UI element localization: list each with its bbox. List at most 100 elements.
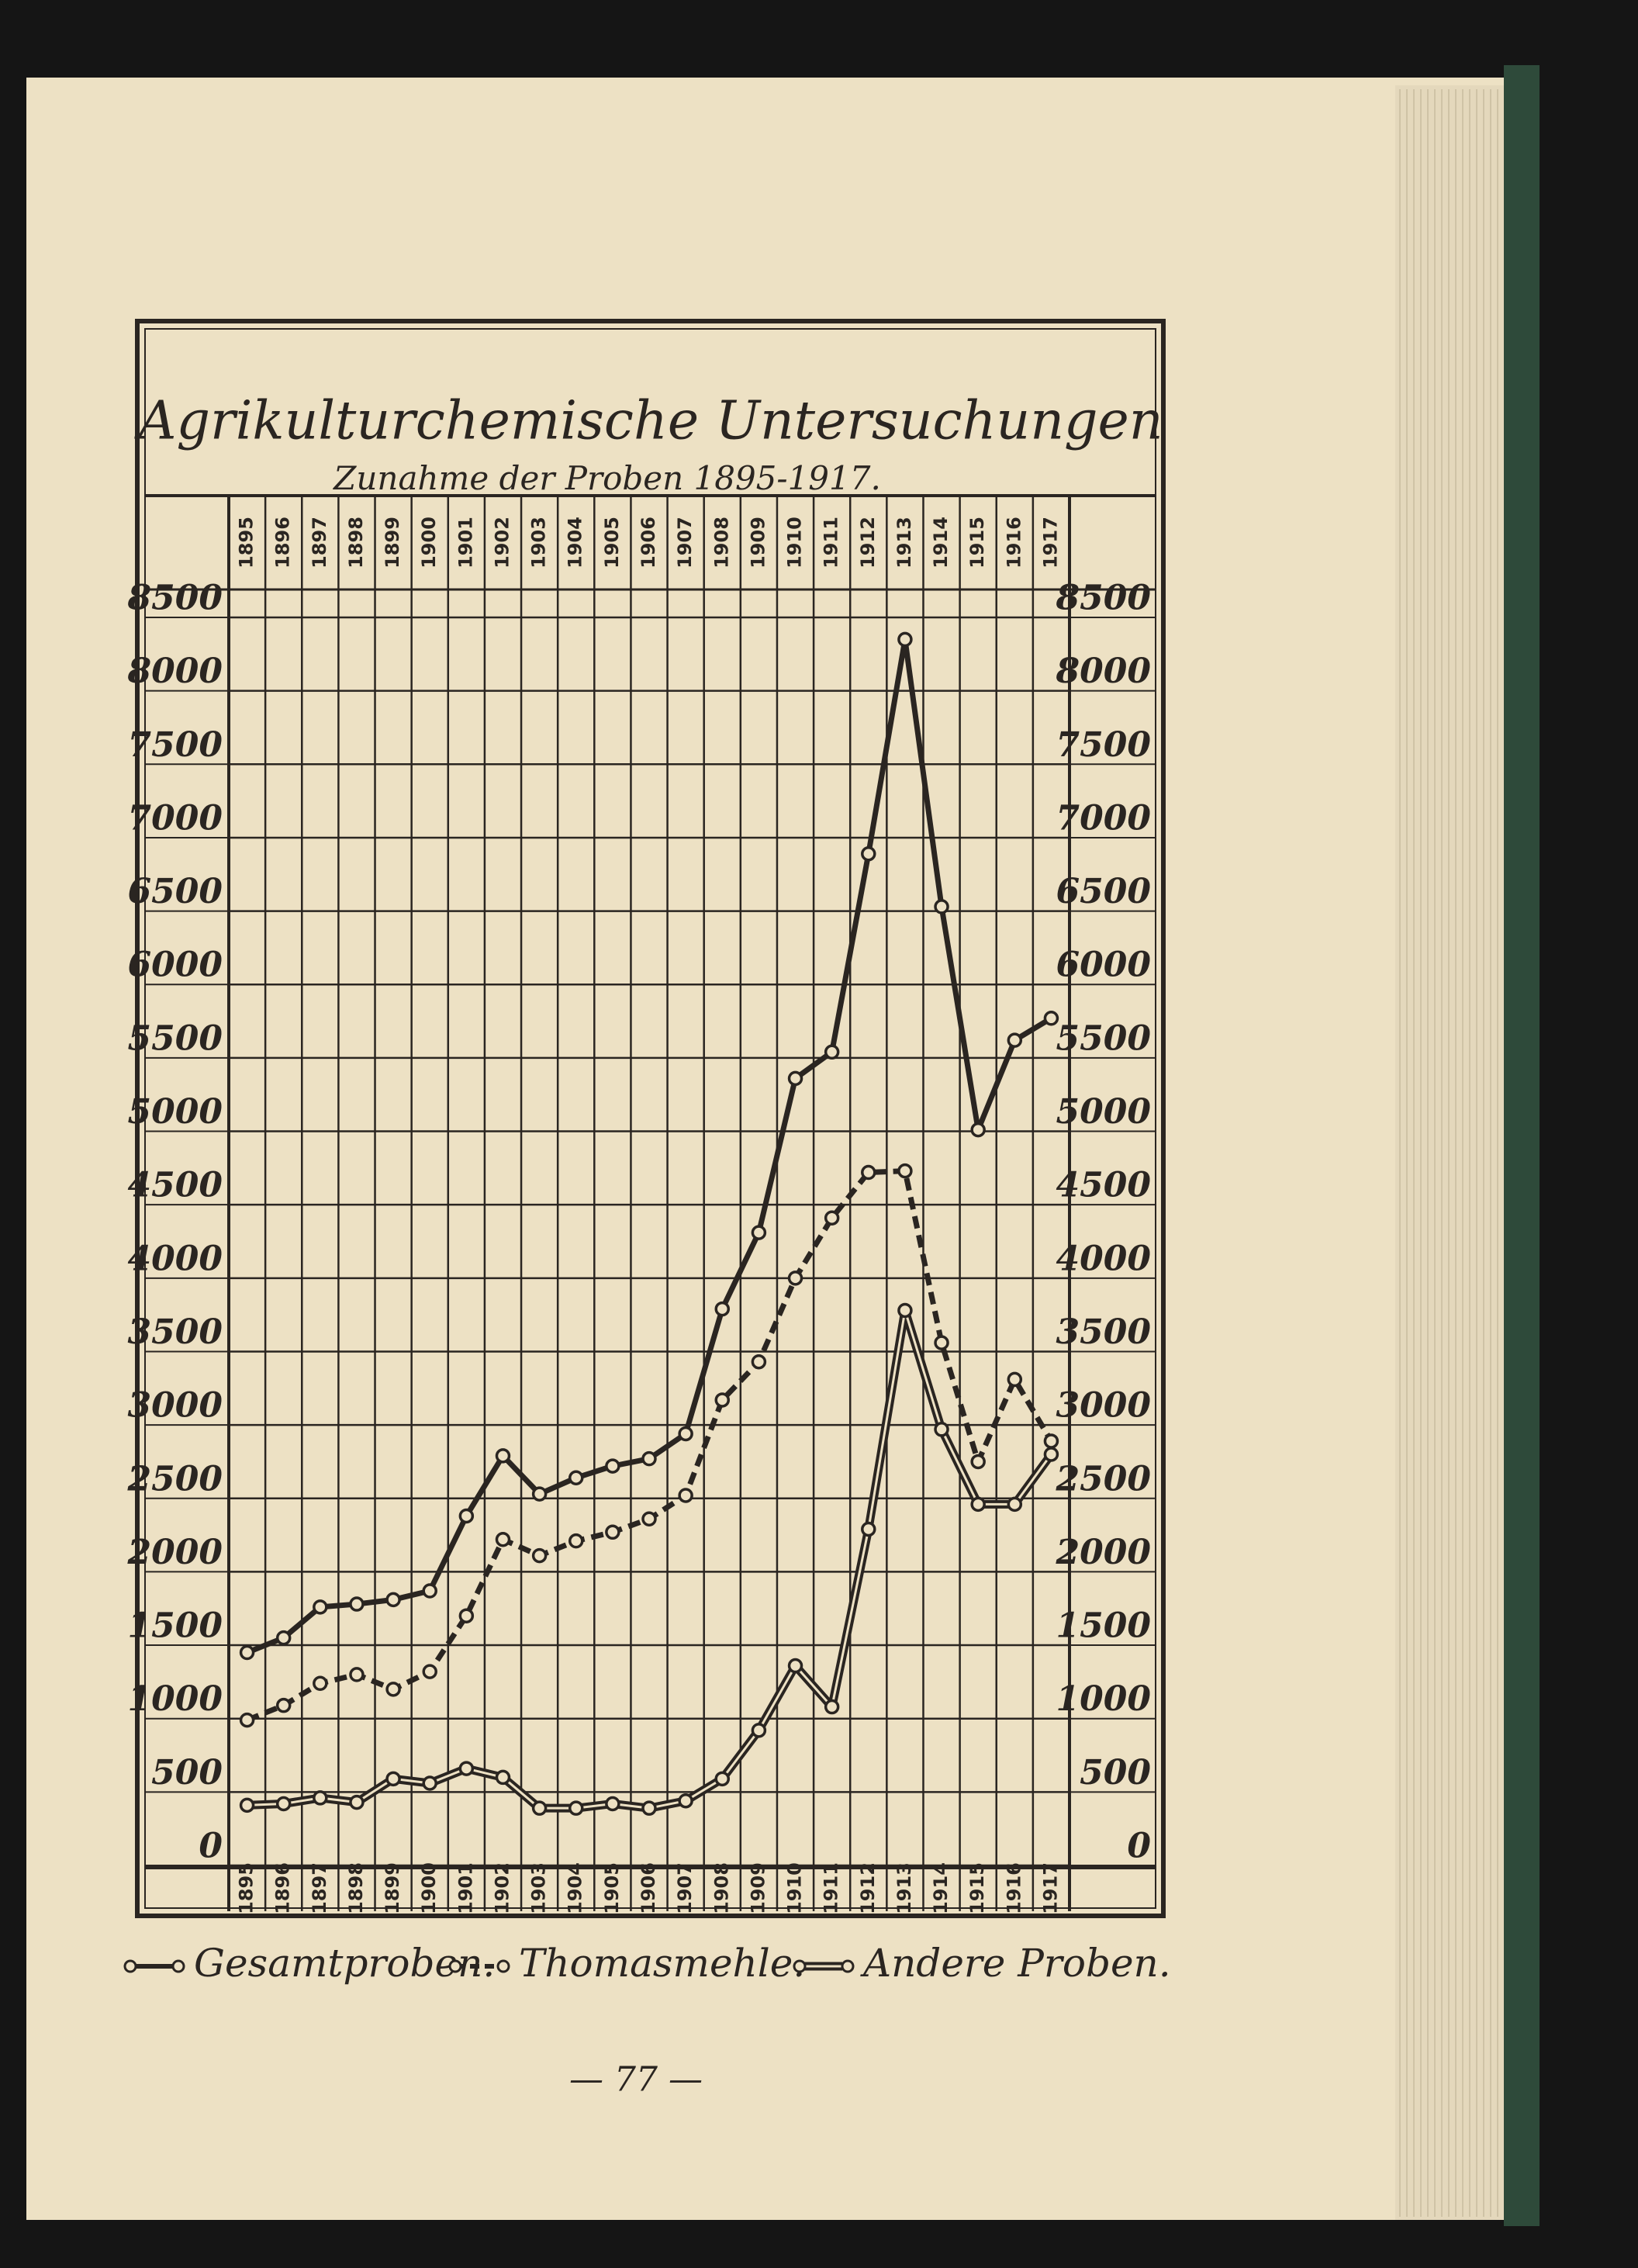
data-point: [861, 1164, 876, 1181]
y2-tick-label: 6500: [1056, 872, 1152, 911]
y-tick-label: 4000: [128, 1239, 223, 1278]
x-tick-label-bottom: 1913: [893, 1862, 915, 1914]
data-point: [568, 1533, 584, 1549]
data-point: [751, 1225, 767, 1240]
chart-title: Agrikulturchemische Untersuchungen: [133, 391, 1163, 452]
x-tick-label-bottom: 1914: [930, 1862, 952, 1914]
y2-tick-label: 7000: [1056, 798, 1152, 838]
y-tick-label: 6000: [128, 946, 223, 985]
y-tick-label: 0: [199, 1827, 223, 1866]
y2-tick-label: 8000: [1056, 652, 1152, 691]
y2-tick-label: 4000: [1056, 1239, 1152, 1278]
data-point: [787, 1070, 803, 1087]
page-number: — 77 —: [569, 2060, 703, 2100]
x-tick-label: 1902: [491, 517, 513, 569]
x-tick-label: 1903: [528, 517, 550, 569]
data-point: [824, 1699, 840, 1715]
data-point: [568, 1800, 584, 1816]
y-tick-label: 1500: [128, 1606, 223, 1646]
x-tick-label-bottom: 1897: [309, 1862, 330, 1914]
x-tick-label: 1900: [418, 517, 440, 569]
y2-tick-label: 3500: [1056, 1312, 1152, 1352]
data-point: [641, 1450, 657, 1467]
data-point: [861, 846, 876, 862]
data-point: [970, 1496, 986, 1513]
data-point: [239, 1712, 255, 1728]
x-tick-label: 1912: [857, 517, 879, 569]
x-tick-label-bottom: 1910: [784, 1862, 806, 1914]
data-point: [970, 1122, 986, 1138]
data-point: [787, 1271, 803, 1286]
data-point: [1007, 1496, 1023, 1513]
data-point: [495, 1769, 511, 1786]
data-point: [531, 1547, 548, 1564]
legend-label: Gesamtproben.: [194, 1941, 495, 1986]
y-tick-label: 4500: [128, 1166, 223, 1205]
x-tick-label-bottom: 1915: [966, 1862, 988, 1914]
data-point: [531, 1486, 548, 1502]
y-tick-label: 500: [151, 1753, 223, 1793]
y-tick-label: 7500: [128, 725, 223, 765]
paper: [26, 78, 1504, 2220]
data-point: [751, 1723, 767, 1738]
data-point: [897, 1302, 913, 1319]
x-tick-label-bottom: 1902: [491, 1862, 513, 1914]
y-tick-label: 8500: [127, 579, 223, 618]
x-tick-label-bottom: 1909: [747, 1862, 769, 1914]
data-point: [568, 1470, 584, 1486]
y-tick-label: 7000: [128, 798, 223, 838]
data-point: [385, 1682, 401, 1697]
x-tick-label-bottom: 1912: [857, 1862, 879, 1914]
data-point: [1007, 1032, 1023, 1048]
plot: 0 0 500 500 1000 1000 1500 1500 2000 2000 2500 2500…: [123, 496, 1171, 1986]
data-point: [313, 1599, 328, 1615]
legend-marker: [448, 1959, 462, 1973]
x-tick-label-bottom: 1901: [454, 1862, 476, 1914]
data-point: [1043, 1433, 1059, 1449]
legend-marker: [841, 1959, 855, 1973]
y2-tick-label: 2000: [1056, 1533, 1152, 1572]
data-point: [678, 1793, 693, 1809]
data-point: [934, 899, 949, 914]
legend-label: Thomasmehle.: [519, 1941, 805, 1986]
y2-tick-label: 7500: [1056, 725, 1152, 765]
y2-tick-label: 4500: [1056, 1166, 1152, 1205]
data-point: [970, 1454, 986, 1470]
page-edge-lines: [1399, 89, 1498, 2217]
legend-label: Andere Proben.: [860, 1941, 1171, 1986]
y-tick-label: 2500: [127, 1459, 223, 1499]
y-tick-label: 1000: [128, 1679, 223, 1719]
data-point: [349, 1794, 365, 1810]
data-point: [824, 1044, 840, 1060]
y2-tick-label: 5000: [1056, 1092, 1152, 1132]
y2-tick-label: 5500: [1056, 1018, 1152, 1058]
chart-frame-inner: [144, 328, 1156, 1909]
y2-tick-label: 1500: [1056, 1606, 1152, 1646]
data-point: [495, 1448, 511, 1464]
x-tick-label: 1908: [710, 517, 732, 569]
x-tick-label: 1914: [930, 517, 952, 569]
chart-frame: [135, 319, 1166, 1918]
data-point: [275, 1697, 292, 1713]
x-tick-label: 1896: [272, 517, 294, 569]
data-point: [897, 631, 913, 648]
chart-subtitle: Zunahme der Proben 1895-1917.: [332, 459, 881, 497]
data-point: [275, 1630, 292, 1646]
data-point: [385, 1771, 401, 1787]
x-tick-label-bottom: 1895: [236, 1862, 257, 1914]
x-tick-label: 1915: [966, 517, 988, 569]
x-tick-label: 1917: [1039, 517, 1061, 569]
data-point: [1043, 1011, 1059, 1026]
x-tick-label: 1913: [893, 517, 915, 569]
x-tick-label: 1899: [382, 517, 403, 569]
data-point: [313, 1675, 328, 1692]
x-tick-label: 1909: [747, 517, 769, 569]
x-tick-label-bottom: 1908: [710, 1862, 732, 1914]
x-tick-label-bottom: 1916: [1003, 1862, 1025, 1914]
x-tick-label: 1905: [601, 517, 623, 569]
x-tick-label: 1916: [1003, 517, 1025, 569]
x-tick-label: 1911: [821, 517, 842, 569]
x-tick-label-bottom: 1904: [565, 1862, 586, 1914]
data-point: [714, 1301, 731, 1317]
